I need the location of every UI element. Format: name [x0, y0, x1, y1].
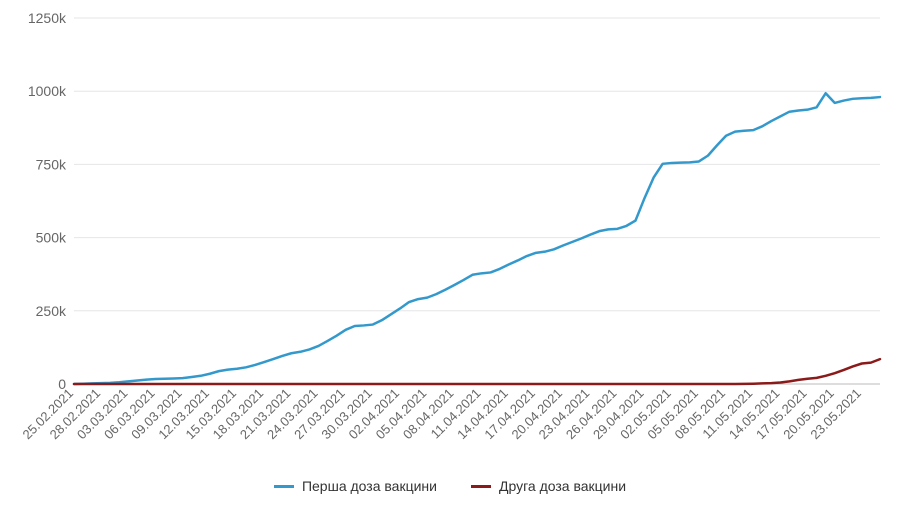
legend-swatch-second-dose: [470, 484, 491, 488]
y-tick-label: 250k: [36, 303, 67, 319]
grid-lines: [74, 17, 880, 385]
legend-item-second-dose[interactable]: Друга доза вакцини: [470, 478, 627, 494]
y-tick-label: 0: [58, 376, 66, 392]
legend-label-first-dose: Перша доза вакцини: [301, 478, 437, 494]
x-axis-ticks: 25.02.202128.02.202103.03.202106.03.2021…: [19, 386, 864, 443]
y-tick-label: 1250k: [28, 10, 67, 26]
y-axis-ticks: 0 250k 500k 750k 1000k 1250k: [28, 10, 67, 392]
series-line-first-dose: [72, 92, 882, 386]
series-line-second-dose: [72, 357, 882, 386]
legend-label-second-dose: Друга доза вакцини: [498, 478, 627, 494]
series-lines: [72, 92, 882, 386]
legend-item-first-dose[interactable]: Перша доза вакцини: [273, 478, 437, 494]
y-tick-label: 750k: [36, 156, 67, 172]
legend-swatch-first-dose: [273, 484, 294, 488]
y-tick-label: 1000k: [28, 83, 67, 99]
y-tick-label: 500k: [36, 230, 67, 246]
legend: Перша доза вакцини Друга доза вакцини: [0, 478, 900, 494]
